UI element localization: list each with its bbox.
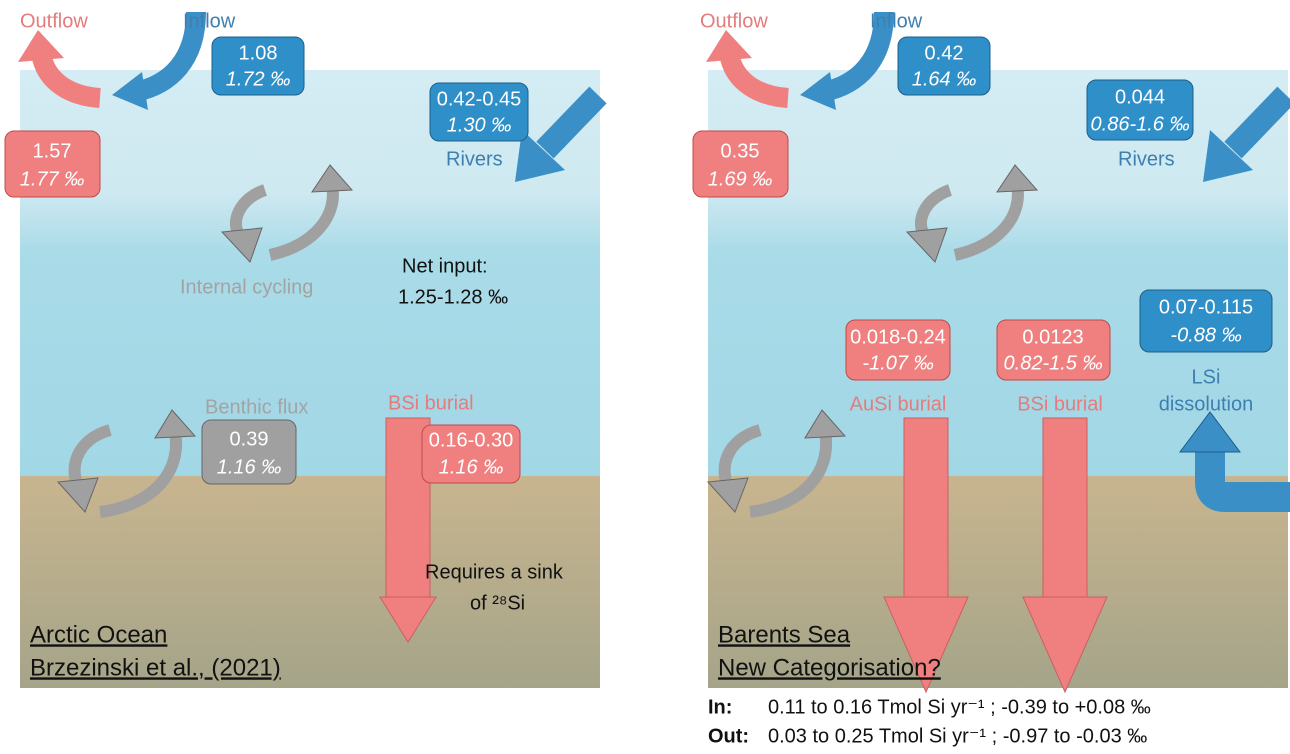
arrow-head xyxy=(379,596,437,643)
label: Outflow xyxy=(20,10,88,32)
label: Rivers xyxy=(446,148,503,170)
cycle-arrow xyxy=(749,430,833,518)
summary-text: 0.03 to 0.25 Tmol Si yr⁻¹ ; -0.97 to -0.… xyxy=(768,725,1147,747)
summary-label: In: xyxy=(708,696,732,718)
flux-box xyxy=(421,424,521,484)
label: BSi burial xyxy=(1017,393,1103,415)
box-value: 0.16-0.30 xyxy=(429,429,514,451)
arrow-head xyxy=(706,477,749,513)
box-isotope: 1.72 ‰ xyxy=(226,68,290,90)
flux-box xyxy=(845,319,951,381)
box-isotope: 0.82-1.5 ‰ xyxy=(1004,352,1103,374)
box-value: 0.42-0.45 xyxy=(437,88,522,110)
note: of ²⁸Si xyxy=(470,592,525,614)
box-value: 0.42 xyxy=(925,42,964,64)
box-isotope: -1.07 ‰ xyxy=(862,352,933,374)
note: Requires a sink xyxy=(425,561,564,583)
box-isotope: 1.77 ‰ xyxy=(20,168,84,190)
rivers-arrow xyxy=(1224,86,1290,159)
box-value: 1.57 xyxy=(33,140,72,162)
arrow-head xyxy=(804,409,847,439)
label: BSi burial xyxy=(388,392,474,414)
box-value: 0.35 xyxy=(721,140,760,162)
flux-box xyxy=(4,130,101,198)
box-value: 0.07-0.115 xyxy=(1159,296,1253,318)
arrow-head xyxy=(1203,130,1253,182)
burial-arrow xyxy=(903,417,949,599)
box-isotope: 1.69 ‰ xyxy=(708,168,772,190)
arrow-head xyxy=(883,596,969,694)
box-isotope: 1.64 ‰ xyxy=(912,68,976,90)
box-value: 0.0123 xyxy=(1022,326,1083,348)
summary: In: 0.11 to 0.16 Tmol Si yr⁻¹ ; -0.39 to… xyxy=(708,696,1151,747)
box-isotope: 1.16 ‰ xyxy=(217,456,281,478)
flux-box xyxy=(1086,79,1194,141)
sediment xyxy=(708,476,1288,688)
box-value: 0.39 xyxy=(230,428,269,450)
flux-box xyxy=(996,319,1111,381)
caption: Arctic Ocean xyxy=(30,621,167,648)
label: Outflow xyxy=(700,10,768,32)
arrow-head xyxy=(56,477,99,513)
summary-text: 0.11 to 0.16 Tmol Si yr⁻¹ ; -0.39 to +0.… xyxy=(768,696,1151,718)
caption: New Categorisation? xyxy=(718,654,941,681)
label: dissolution xyxy=(1159,393,1254,415)
water xyxy=(708,70,1288,476)
cycle-arrow xyxy=(268,183,339,261)
label: Inflow xyxy=(870,10,923,32)
arrow-head xyxy=(112,72,148,110)
arrow-head xyxy=(18,30,64,62)
label: Internal cycling xyxy=(180,276,313,298)
right-panel: Outflow Inflow 0.42 1.64 ‰ 0.35 1.69 ‰ 0… xyxy=(692,10,1290,694)
outflow-arrow xyxy=(720,54,790,108)
flux-box xyxy=(211,36,305,96)
arrow-head xyxy=(311,164,354,193)
flux-box xyxy=(1139,289,1273,353)
arrow-head xyxy=(996,164,1039,193)
box-isotope: -0.88 ‰ xyxy=(1170,324,1241,346)
flux-box xyxy=(897,36,991,96)
label: Benthic flux xyxy=(205,396,308,418)
label: Inflow xyxy=(183,10,236,32)
label: LSi xyxy=(1192,366,1221,388)
arrow-head xyxy=(706,30,752,62)
flux-box xyxy=(201,419,297,485)
label: 1.25-1.28 ‰ xyxy=(398,286,508,308)
arrow-head xyxy=(800,72,836,110)
flux-box xyxy=(429,82,529,142)
label: Rivers xyxy=(1118,148,1175,170)
box-value: 0.044 xyxy=(1115,86,1165,108)
label: AuSi burial xyxy=(850,393,947,415)
caption: Brzezinski et al., (2021) xyxy=(30,654,281,681)
caption: Barents Sea xyxy=(718,621,851,648)
outflow-arrow xyxy=(32,54,102,108)
box-isotope: 0.86-1.6 ‰ xyxy=(1091,113,1190,135)
arrow-head xyxy=(515,130,565,182)
box-isotope: 1.16 ‰ xyxy=(439,456,503,478)
label: Net input: xyxy=(402,255,488,277)
box-isotope: 1.30 ‰ xyxy=(447,114,511,136)
arrow-head xyxy=(1179,411,1241,453)
inflow-arrow xyxy=(132,11,206,102)
left-panel: Outflow Inflow 1.08 1.72 ‰ 1.57 1.77 ‰ 0… xyxy=(4,10,607,688)
inflow-arrow xyxy=(820,11,894,102)
arrow-head xyxy=(220,227,263,263)
cycle-arrow xyxy=(953,183,1024,261)
rivers-arrow xyxy=(536,86,607,159)
burial-arrow xyxy=(1042,417,1088,599)
arrow-head xyxy=(1022,596,1108,694)
cycle-arrow xyxy=(99,430,183,518)
box-value: 0.018-0.24 xyxy=(850,326,946,348)
dissolution-arrow xyxy=(1195,450,1290,512)
flux-box xyxy=(692,130,789,198)
summary-label: Out: xyxy=(708,725,749,747)
box-value: 1.08 xyxy=(239,42,278,64)
arrow-head xyxy=(905,227,948,263)
arrow-head xyxy=(154,409,197,439)
